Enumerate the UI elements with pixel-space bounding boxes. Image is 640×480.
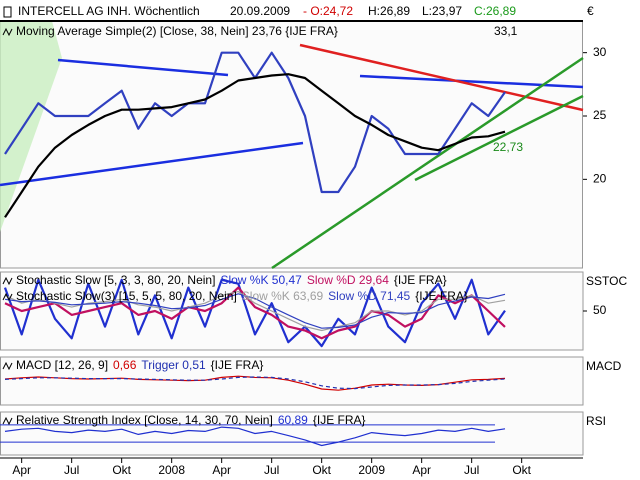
legend-entry: 60,89: [278, 413, 308, 427]
annotation: 22,73: [493, 140, 523, 154]
legend-icon: [2, 416, 13, 426]
shaded-channel: [0, 21, 62, 232]
x-tick-label: Apr: [212, 463, 231, 477]
trendline: [0, 141, 304, 187]
indicator-panel: [0, 411, 584, 456]
trendline: [299, 43, 584, 112]
quote-low: L:23,97: [422, 4, 462, 18]
legend-entry: Slow %D 71,45: [328, 289, 410, 303]
legend-icon: [2, 361, 13, 371]
x-tick-label: Jul: [64, 463, 79, 477]
series-line: [4, 375, 506, 391]
series-line: [3, 278, 506, 348]
y-tick-label: 20: [593, 172, 607, 186]
panel-subtitle: Stochastic Slow(3) [15, 5, 5, 80, 20, Ne…: [16, 289, 237, 303]
y-tick-label: 25: [593, 108, 607, 122]
x-tick-label: Apr: [412, 463, 431, 477]
currency: €: [587, 4, 594, 18]
quote-close: C:26,89: [474, 4, 516, 18]
panel-title: MACD: [586, 359, 622, 373]
series-line: [4, 293, 506, 329]
instrument-title: INTERCELL AG INH. Wöchentlich: [18, 4, 200, 18]
panel-subtitle: {IJE FRA}: [394, 273, 447, 287]
panel-title: RSI: [586, 414, 606, 428]
x-tick-label: Jul: [264, 463, 279, 477]
trendline: [57, 58, 229, 77]
trendline: [414, 94, 584, 182]
legend-icon: [2, 292, 13, 302]
panel-subtitle: {IJE FRA}: [415, 289, 468, 303]
x-tick-label: Okt: [112, 463, 131, 477]
x-tick-label: Jul: [464, 463, 479, 477]
instrument-icon: [3, 6, 12, 18]
legend-entry: 0,66: [113, 358, 137, 372]
y-tick-label: 50: [593, 303, 607, 317]
panel-subtitle: {IJE FRA}: [313, 413, 366, 427]
indicator-panel: [0, 271, 584, 351]
x-tick-label: 2008: [158, 463, 185, 477]
legend-entry: Trigger 0,51: [141, 358, 206, 372]
quote-open: - O:24,72: [303, 4, 353, 18]
x-tick-label: 2009: [358, 463, 385, 477]
trendline: [359, 74, 584, 89]
x-tick-label: Okt: [512, 463, 531, 477]
legend-icon: [2, 27, 13, 37]
legend-entry: Slow %D 29,64: [307, 273, 389, 287]
x-tick-label: Apr: [12, 463, 31, 477]
y-tick-label: 30: [593, 45, 607, 59]
panel-subtitle: Relative Strength Index [Close, 14, 30, …: [16, 413, 273, 427]
legend-entry: Slow %K 50,47: [220, 273, 302, 287]
series-line: [4, 286, 506, 340]
annotation: 33,1: [494, 24, 518, 38]
panel-subtitle: MACD [12, 26, 9]: [16, 358, 108, 372]
panel-title: SSTOC: [586, 274, 627, 288]
panel-subtitle: {IJE FRA}: [211, 358, 264, 372]
trendline: [271, 56, 584, 270]
quote-date: 20.09.2009: [230, 4, 290, 18]
series-line: [4, 73, 506, 218]
x-tick-label: Okt: [312, 463, 331, 477]
series-line: [4, 426, 506, 447]
legend-entry: Slow %K 63,69: [242, 289, 324, 303]
panel-subtitle: Stochastic Slow [5, 3, 3, 80, 20, Nein]: [16, 273, 215, 287]
legend-entry: Moving Average Simple(2) [Close, 38, Nei…: [16, 24, 338, 38]
quote-high: H:26,89: [368, 4, 410, 18]
legend-icon: [2, 276, 13, 286]
series-line: [4, 290, 506, 332]
